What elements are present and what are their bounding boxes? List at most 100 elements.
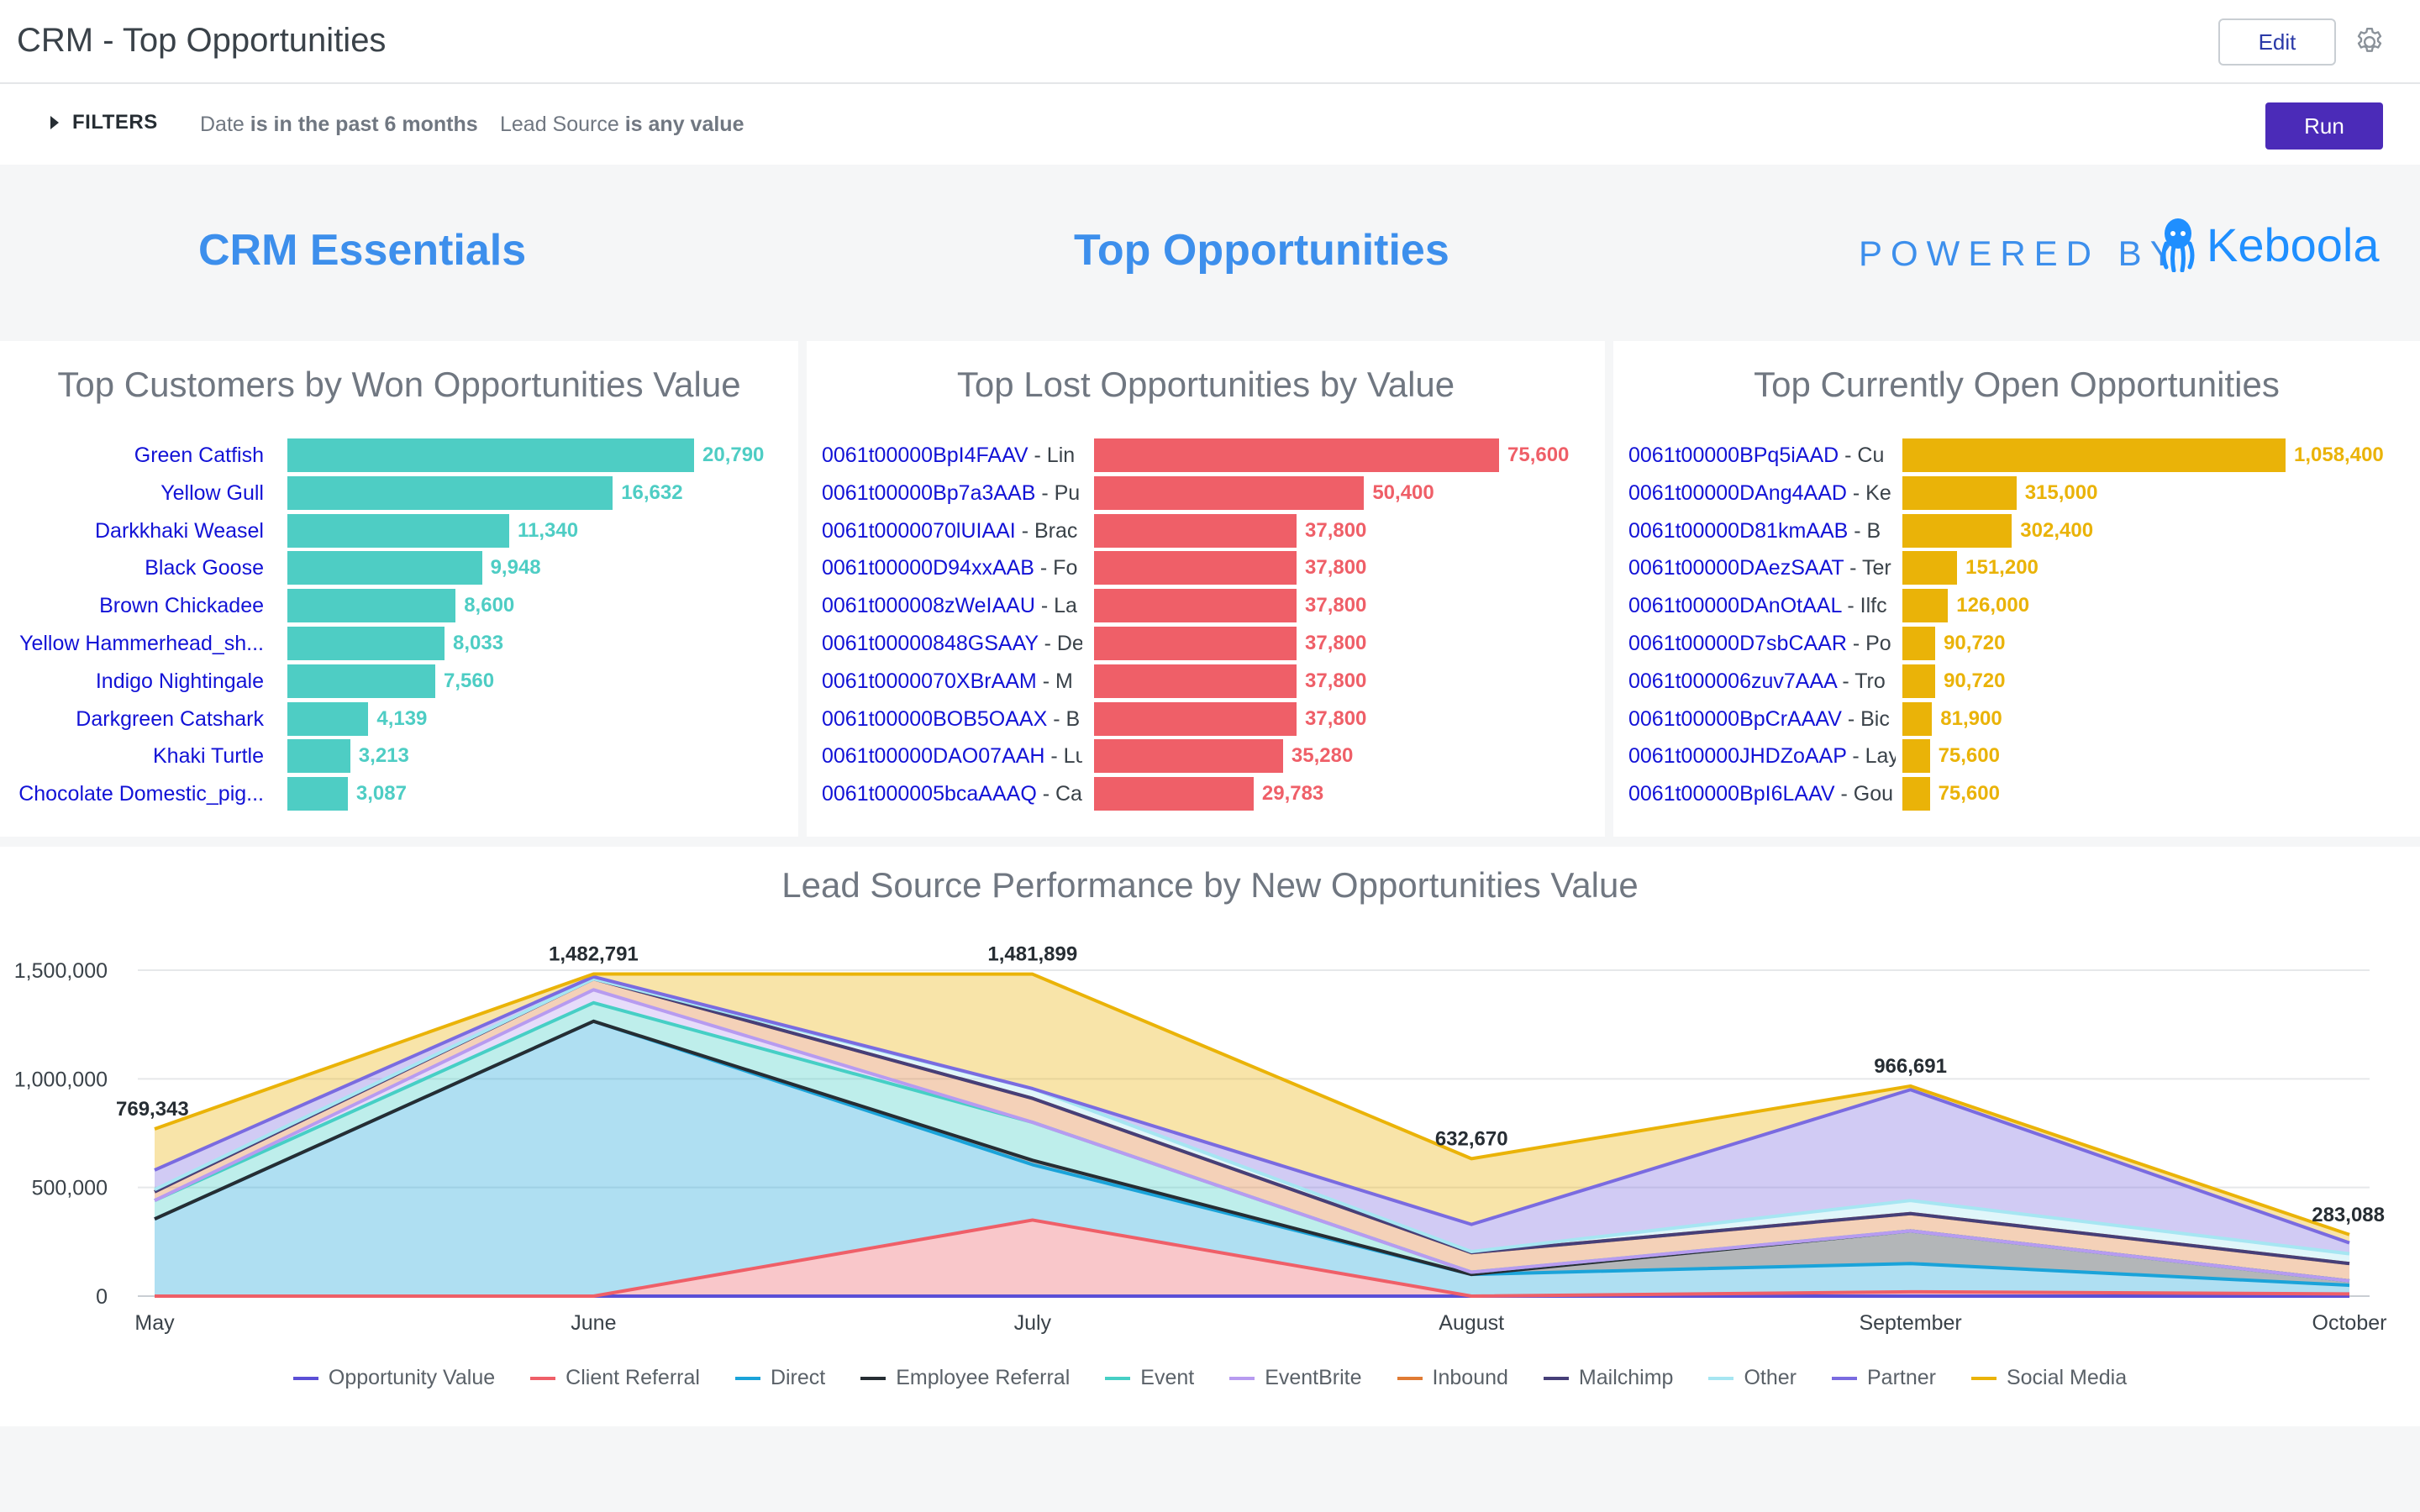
won-bar[interactable] bbox=[287, 739, 350, 774]
won-row-label[interactable]: Yellow Gull bbox=[8, 481, 264, 506]
won-bar[interactable] bbox=[287, 701, 369, 736]
lost-bar[interactable] bbox=[1094, 777, 1254, 811]
lost-bar[interactable] bbox=[1094, 551, 1297, 585]
gear-icon[interactable] bbox=[2353, 25, 2386, 59]
open-row-label[interactable]: 0061t00000BpI6LAAV - Gou bbox=[1628, 782, 1896, 806]
won-row-label[interactable]: Brown Chickadee bbox=[8, 594, 264, 618]
lost-row-label[interactable]: 0061t00000BpI4FAAV - Lin bbox=[822, 444, 1082, 468]
won-bar[interactable] bbox=[287, 777, 348, 811]
lost-row-label[interactable]: 0061t0000070XBrAAM - M bbox=[822, 669, 1082, 694]
won-row-label[interactable]: Chocolate Domestic_pig... bbox=[8, 782, 264, 806]
open-bar[interactable] bbox=[1902, 701, 1933, 736]
won-bar[interactable] bbox=[287, 589, 456, 623]
lost-row-name[interactable]: 0061t00000Bp7a3AAB bbox=[822, 480, 1036, 505]
filter-lead-source[interactable]: Lead Source is any value bbox=[500, 113, 744, 137]
won-row-label[interactable]: Darkgreen Catshark bbox=[8, 707, 264, 732]
open-row-name[interactable]: 0061t00000D7sbCAAR bbox=[1628, 632, 1847, 655]
lost-bar[interactable] bbox=[1094, 701, 1297, 736]
lost-row-name[interactable]: 0061t00000D94xxAAB bbox=[822, 556, 1034, 580]
won-row-label[interactable]: Indigo Nightingale bbox=[8, 669, 264, 694]
open-row-name[interactable]: 0061t00000BpI6LAAV bbox=[1628, 782, 1835, 806]
open-row-name[interactable]: 0061t00000D81kmAAB bbox=[1628, 518, 1849, 543]
open-row-label[interactable]: 0061t00000D81kmAAB - B bbox=[1628, 519, 1896, 543]
won-bar[interactable] bbox=[287, 627, 445, 660]
lost-bar[interactable] bbox=[1094, 475, 1365, 510]
open-bar[interactable] bbox=[1902, 475, 2017, 510]
won-row-label[interactable]: Green Catfish bbox=[8, 444, 264, 468]
lost-row-name[interactable]: 0061t0000070XBrAAM bbox=[822, 669, 1037, 693]
won-row-name[interactable]: Green Catfish bbox=[134, 444, 264, 467]
legend-item[interactable]: EventBrite bbox=[1229, 1366, 1362, 1390]
open-bar[interactable] bbox=[1902, 589, 1949, 623]
lost-row-name[interactable]: 0061t00000BpI4FAAV bbox=[822, 444, 1028, 467]
won-bar[interactable] bbox=[287, 513, 509, 548]
won-row-name[interactable]: Yellow Gull bbox=[160, 480, 264, 505]
lost-row-name[interactable]: 0061t0000070lUIAAI bbox=[822, 518, 1016, 543]
legend-item[interactable]: Inbound bbox=[1397, 1366, 1508, 1390]
lost-row-label[interactable]: 0061t00000DAO07AAH - Lu bbox=[822, 744, 1082, 769]
edit-button[interactable]: Edit bbox=[2218, 18, 2336, 66]
won-row-name[interactable]: Yellow Hammerhead_sh... bbox=[19, 632, 264, 655]
open-row-label[interactable]: 0061t00000BPq5iAAD - Cu bbox=[1628, 444, 1896, 468]
open-row-name[interactable]: 0061t00000BPq5iAAD bbox=[1628, 444, 1839, 467]
open-row-label[interactable]: 0061t00000DAng4AAD - Ke bbox=[1628, 481, 1896, 506]
open-bar[interactable] bbox=[1902, 627, 1936, 660]
filter-date[interactable]: Date is in the past 6 months bbox=[200, 113, 478, 137]
open-bar[interactable] bbox=[1902, 664, 1936, 698]
run-button[interactable]: Run bbox=[2265, 102, 2383, 150]
open-row-name[interactable]: 0061t00000JHDZoAAP bbox=[1628, 744, 1847, 769]
legend-item[interactable]: Client Referral bbox=[530, 1366, 700, 1390]
open-row-name[interactable]: 0061t00000BpCrAAAV bbox=[1628, 706, 1842, 731]
legend-item[interactable]: Other bbox=[1708, 1366, 1797, 1390]
filters-toggle[interactable]: FILTERS bbox=[50, 111, 158, 134]
won-row-name[interactable]: Chocolate Domestic_pig... bbox=[18, 782, 264, 806]
lost-bar[interactable] bbox=[1094, 513, 1297, 548]
open-bar[interactable] bbox=[1902, 513, 2012, 548]
won-row-label[interactable]: Yellow Hammerhead_sh... bbox=[8, 632, 264, 656]
open-row-label[interactable]: 0061t00000BpCrAAAV - Bic bbox=[1628, 707, 1896, 732]
lost-row-label[interactable]: 0061t0000070lUIAAI - Brac bbox=[822, 519, 1082, 543]
won-row-name[interactable]: Black Goose bbox=[145, 556, 264, 580]
open-row-name[interactable]: 0061t00000DAezSAAT bbox=[1628, 556, 1844, 580]
lost-bar[interactable] bbox=[1094, 627, 1297, 660]
lost-row-name[interactable]: 0061t00000DAO07AAH bbox=[822, 744, 1045, 769]
lost-row-label[interactable]: 0061t00000Bp7a3AAB - Pu bbox=[822, 481, 1082, 506]
lost-row-name[interactable]: 0061t00000848GSAAY bbox=[822, 632, 1039, 655]
legend-item[interactable]: Event bbox=[1105, 1366, 1194, 1390]
lost-bar[interactable] bbox=[1094, 739, 1283, 774]
legend-item[interactable]: Direct bbox=[734, 1366, 825, 1390]
won-bar[interactable] bbox=[287, 475, 613, 510]
won-row-label[interactable]: Darkkhaki Weasel bbox=[8, 519, 264, 543]
won-bar[interactable] bbox=[287, 551, 482, 585]
legend-item[interactable]: Employee Referral bbox=[860, 1366, 1070, 1390]
open-bar[interactable] bbox=[1902, 551, 1958, 585]
open-bar[interactable] bbox=[1902, 739, 1930, 774]
won-row-name[interactable]: Darkkhaki Weasel bbox=[94, 518, 264, 543]
won-row-label[interactable]: Khaki Turtle bbox=[8, 744, 264, 769]
open-bar[interactable] bbox=[1902, 777, 1930, 811]
won-bar[interactable] bbox=[287, 664, 435, 698]
lost-row-label[interactable]: 0061t00000BOB5OAAX - B bbox=[822, 707, 1082, 732]
lost-row-name[interactable]: 0061t00000BOB5OAAX bbox=[822, 706, 1048, 731]
won-bar[interactable] bbox=[287, 438, 694, 472]
open-row-name[interactable]: 0061t00000DAnOtAAL bbox=[1628, 594, 1842, 618]
open-row-label[interactable]: 0061t00000JHDZoAAP - Lay bbox=[1628, 744, 1896, 769]
lost-row-name[interactable]: 0061t000005bcaAAAQ bbox=[822, 782, 1037, 806]
won-row-label[interactable]: Black Goose bbox=[8, 556, 264, 580]
open-row-name[interactable]: 0061t000006zuv7AAA bbox=[1628, 669, 1837, 693]
lost-row-label[interactable]: 0061t000005bcaAAAQ - Ca bbox=[822, 782, 1082, 806]
lost-bar[interactable] bbox=[1094, 438, 1499, 472]
legend-item[interactable]: Opportunity Value bbox=[292, 1366, 495, 1390]
open-row-label[interactable]: 0061t00000D7sbCAAR - Po bbox=[1628, 632, 1896, 656]
legend-item[interactable]: Partner bbox=[1831, 1366, 1936, 1390]
open-row-label[interactable]: 0061t00000DAezSAAT - Ter bbox=[1628, 556, 1896, 580]
lost-row-label[interactable]: 0061t000008zWeIAAU - La bbox=[822, 594, 1082, 618]
open-row-name[interactable]: 0061t00000DAng4AAD bbox=[1628, 480, 1847, 505]
legend-item[interactable]: Mailchimp bbox=[1543, 1366, 1673, 1390]
won-row-name[interactable]: Indigo Nightingale bbox=[95, 669, 264, 693]
lost-row-label[interactable]: 0061t00000848GSAAY - De bbox=[822, 632, 1082, 656]
open-row-label[interactable]: 0061t000006zuv7AAA - Tro bbox=[1628, 669, 1896, 694]
lost-row-name[interactable]: 0061t000008zWeIAAU bbox=[822, 594, 1035, 618]
won-row-name[interactable]: Khaki Turtle bbox=[152, 744, 264, 769]
lost-bar[interactable] bbox=[1094, 589, 1297, 623]
